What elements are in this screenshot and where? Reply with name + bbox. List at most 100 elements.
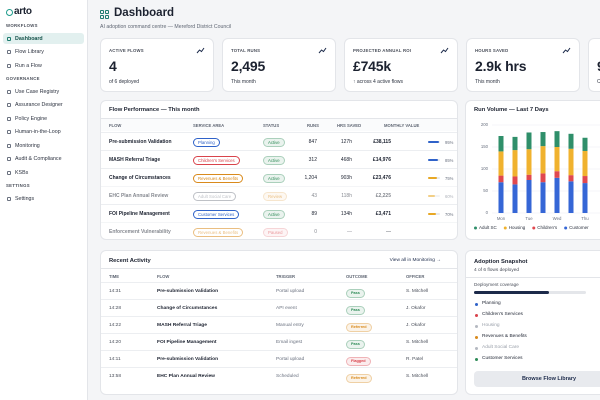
kpi-sub: of 6 deployed: [109, 79, 140, 85]
nav-item[interactable]: Audit & Compliance: [3, 154, 84, 165]
logo: arto: [14, 6, 32, 17]
nav-item[interactable]: Run a Flow: [3, 60, 84, 71]
flow-name: EHC Plan Annual Review: [109, 193, 169, 199]
value-track: [428, 177, 440, 179]
divider: [101, 268, 457, 269]
area-dot: [475, 346, 478, 350]
outcome-pill: Pass: [346, 288, 365, 298]
nav-label: Assurance Designer: [15, 102, 63, 108]
hrs-saved: —: [347, 229, 352, 235]
status-pill: Paused: [263, 228, 288, 237]
flow-name: Pre-submission Validation: [157, 357, 219, 362]
bar-segment: [498, 136, 504, 152]
column-header: TRIGGER: [276, 274, 296, 279]
kpi-card: ACTIVE FLOWS 4 of 6 deployed: [100, 38, 214, 92]
nav-icon: [7, 196, 11, 201]
bar-segment: [582, 176, 588, 184]
browse-button[interactable]: Browse Flow Library: [474, 371, 600, 387]
divider: [466, 277, 600, 278]
area-name: Planning: [482, 301, 501, 306]
area-dot: [475, 335, 478, 339]
nav-item[interactable]: Dashboard: [3, 33, 84, 44]
activity-row: 14:20 FOI Pipeline Management Email ingest…: [101, 333, 457, 350]
activity-row: 14:22 MASH Referral Triage Manual entry Ref…: [101, 316, 457, 333]
legend-label: Children's: [537, 225, 558, 230]
nav-item[interactable]: Human-in-the-Loop: [3, 127, 84, 138]
nav-section-title: SETTINGS: [6, 183, 30, 188]
activity-row: 14:28 Change of Circumstances API event Pas…: [101, 299, 457, 316]
nav-item[interactable]: Use Case Registry: [3, 86, 84, 97]
x-tick-label: Tue: [525, 216, 533, 221]
hrs-saved: 127h: [340, 139, 352, 145]
table-row: Change of Circumstances Revenues & Benefi…: [101, 168, 457, 186]
area-dot: [475, 357, 478, 361]
service-area-pill: Planning: [193, 138, 220, 147]
monthly-value: £14,976: [372, 157, 391, 163]
bar-segment: [540, 146, 546, 174]
flow-name: EHC Plan Annual Review: [157, 374, 215, 379]
divider: [101, 118, 457, 119]
bar-segment: [540, 173, 546, 183]
area-dot: [475, 313, 478, 317]
hrs-saved: 468h: [340, 157, 352, 163]
kpi-label: HOURS SAVED: [475, 48, 509, 53]
bar-segment: [554, 177, 560, 213]
view-all-link[interactable]: View all in Monitoring →: [389, 258, 441, 263]
nav-icon: [7, 116, 11, 121]
flow-name: Change of Circumstances: [157, 306, 218, 311]
trigger: API event: [276, 306, 297, 311]
kpi-label: PROJECTED ANNUAL ROI: [353, 48, 412, 53]
run-volume-chart: 0 50 100 150 200 Mon Tue Wed Thu Adult SC Housing C…: [474, 122, 600, 230]
kpi-icon: [318, 47, 327, 54]
nav-item[interactable]: Flow Library: [3, 47, 84, 58]
officer: S. Mitchell: [406, 374, 429, 379]
status-pill: Review: [263, 192, 288, 201]
officer: J. Okafor: [406, 323, 426, 328]
officer: R. Patel: [406, 357, 424, 362]
trigger: Portal upload: [276, 289, 305, 294]
x-tick-label: Thu: [581, 216, 589, 221]
monthly-value: £2,225: [375, 193, 391, 199]
activity-row: 13:58 EHC Plan Annual Review Scheduled Refe…: [101, 367, 457, 384]
nav-label: KSBs: [15, 169, 29, 176]
kpi-icon: [196, 47, 205, 54]
area-name: Children's Services: [482, 312, 523, 317]
page-title: Dashboard: [114, 7, 175, 19]
service-area-pill: Revenues & Benefits: [193, 174, 244, 183]
kpi-value: 2,495: [231, 58, 266, 74]
officer: S. Mitchell: [406, 289, 429, 294]
flow-name: FOI Pipeline Management: [157, 340, 217, 345]
nav-label: Dashboard: [15, 35, 43, 42]
header-icon-cell: [105, 10, 109, 14]
trigger: Manual entry: [276, 323, 304, 328]
table-row: Pre-submission Validation Planning Active 8…: [101, 132, 457, 150]
bar-segment: [582, 150, 588, 177]
monthly-value: £3,471: [375, 211, 391, 217]
nav-item[interactable]: Assurance Designer: [3, 100, 84, 111]
kpi-sub: This month: [231, 79, 256, 85]
status-pill: Active: [263, 138, 285, 147]
value-track: [428, 141, 440, 143]
bar-segment: [540, 182, 546, 213]
nav-item[interactable]: Policy Engine: [3, 113, 84, 124]
nav-item[interactable]: Settings: [3, 193, 84, 204]
runs: 312: [308, 157, 317, 163]
service-area-pill: Children's Services: [193, 156, 240, 165]
service-area-pill: Customer Services: [193, 210, 240, 219]
nav-label: Human-in-the-Loop: [15, 129, 61, 135]
column-header: FLOW: [157, 274, 170, 279]
value-bar: [428, 195, 436, 197]
outcome-pill: Referred: [346, 322, 372, 332]
area-dot: [475, 324, 478, 328]
nav-label: Use Case Registry: [15, 88, 60, 95]
nav-item[interactable]: KSBs: [3, 167, 84, 178]
y-tick-label: 150: [481, 144, 489, 149]
nav-item[interactable]: Monitoring: [3, 140, 84, 151]
nav-label: Run a Flow: [15, 62, 42, 69]
kpi-icon: [440, 47, 449, 54]
card-title: Flow Performance — This month: [109, 107, 200, 113]
officer: S. Mitchell: [406, 340, 429, 345]
hrs-saved: 134h: [340, 211, 352, 217]
flow-performance-card: Flow Performance — This month FLOW SERVICE…: [100, 100, 458, 240]
